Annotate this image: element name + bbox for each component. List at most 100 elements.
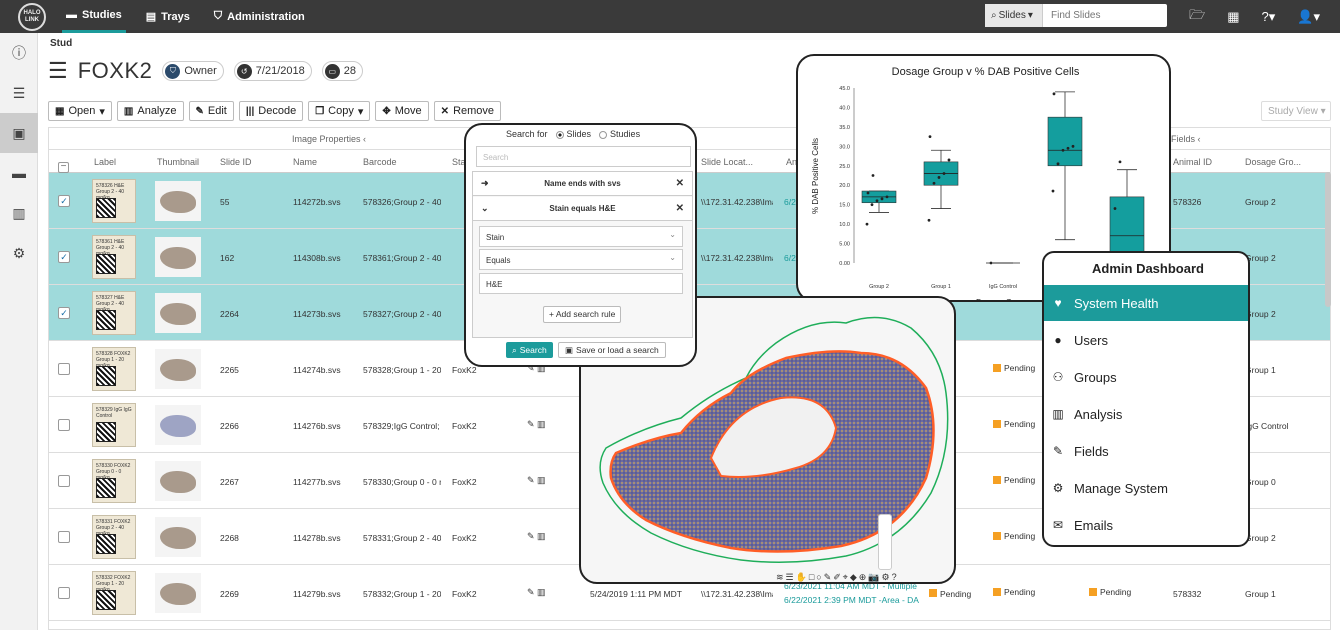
folder-icon[interactable]: ▬ <box>12 165 26 181</box>
search-rule-2[interactable]: ⌄ Stain equals H&E ✕ <box>473 197 692 221</box>
comments-badge[interactable]: ▭ 28 <box>321 61 363 81</box>
admin-item-emails[interactable]: ✉ Emails <box>1044 507 1248 543</box>
slide-thumbnail[interactable] <box>155 181 201 221</box>
barcode-icon: ||| <box>245 105 255 117</box>
list-icon[interactable]: ☰ <box>12 84 26 101</box>
copy-button[interactable]: ❐ Copy ▾ <box>308 101 371 121</box>
header-slide-id[interactable]: Slide ID <box>220 157 252 167</box>
radio-studies[interactable]: Studies <box>599 129 640 139</box>
header-label[interactable]: Label <box>94 157 117 167</box>
help-icon[interactable]: ?▾ <box>1261 8 1276 24</box>
cogs-icon[interactable]: ⚙ <box>12 244 26 261</box>
admin-item-groups[interactable]: ⚇ Groups <box>1044 359 1248 395</box>
slide-label-image[interactable]: 578361 H&E Group 2 - 40 mg/kg <box>92 235 136 279</box>
study-view-dropdown[interactable]: Study View ▾ <box>1261 101 1331 121</box>
search-rule-1[interactable]: ➜ Name ends with svs ✕ <box>473 172 692 196</box>
close-icon[interactable]: ✕ <box>675 178 684 189</box>
list-icon[interactable]: ▦ <box>1227 8 1240 24</box>
slide-thumbnail[interactable] <box>155 349 201 389</box>
slide-thumbnail[interactable] <box>155 237 201 277</box>
viewer-toolbar[interactable]: ≋☰✋□○✎✐⌖◆⊕📷⚙? <box>776 572 899 582</box>
rule-operator-select[interactable]: Equals ⌄ <box>479 249 683 270</box>
admin-item-analysis[interactable]: ▥ Analysis <box>1044 396 1248 432</box>
header-analysis[interactable]: An <box>786 157 798 167</box>
slide-thumbnail[interactable] <box>155 573 201 613</box>
row-action-icons[interactable]: ✎ ▥ <box>527 363 546 373</box>
slide-thumbnail[interactable] <box>155 405 201 445</box>
nav-tab-trays[interactable]: ▤ Trays <box>142 0 194 33</box>
hamburger-menu-icon[interactable]: ☰ <box>48 58 68 83</box>
search-button[interactable]: ⌕ Search <box>506 342 553 358</box>
slide-label-image[interactable]: 578328 FOXK2 Group 1 - 20 mg/kg <box>92 347 136 391</box>
move-button[interactable]: ✥ Move <box>375 101 429 121</box>
search-input[interactable] <box>1043 5 1163 26</box>
table-row[interactable]: 578332 FOXK2 Group 1 - 20 mg/kg 2269 11427… <box>49 565 1330 621</box>
chevron-right-icon[interactable]: ➜ <box>481 178 489 188</box>
cell-analysis[interactable]: 6/2 <box>784 253 796 263</box>
chevron-down-icon[interactable]: ⌄ <box>481 203 489 213</box>
header-dosage-group[interactable]: Dosage Gro... <box>1245 157 1302 167</box>
header-barcode[interactable]: Barcode <box>363 157 397 167</box>
zoom-slider[interactable] <box>878 514 892 570</box>
save-search-button[interactable]: ▣ Save or load a search <box>558 342 666 358</box>
cell-analysis-2[interactable]: 6/22/2021 2:39 PM MDT -Area - DA <box>784 595 919 605</box>
table-row[interactable]: 578331 FOXK2 Group 2 - 40 mg/kg 2268 11427… <box>49 509 1330 565</box>
slide-label-image[interactable]: 578327 H&E Group 2 - 40 mg/kg <box>92 291 136 335</box>
row-checkbox[interactable]: ✓ <box>58 251 70 263</box>
folder-open-icon[interactable]: 🗁 <box>1189 6 1206 22</box>
row-action-icons[interactable]: ✎ ▥ <box>527 587 546 597</box>
header-name[interactable]: Name <box>293 157 318 167</box>
edit-button[interactable]: ✎ Edit <box>188 101 234 121</box>
header-slide-location[interactable]: Slide Locat... <box>701 157 754 167</box>
rule-value-input[interactable]: H&E <box>479 273 683 294</box>
info-icon[interactable]: ⓘ <box>12 45 26 61</box>
row-checkbox[interactable] <box>58 419 70 431</box>
close-icon[interactable]: ✕ <box>675 203 684 214</box>
row-checkbox[interactable]: ✓ <box>58 195 70 207</box>
group-fields[interactable]: Fields ‹ <box>1171 134 1201 144</box>
search-scope-dropdown[interactable]: ⌕ Slides ▾ <box>985 4 1043 27</box>
slide-label-image[interactable]: 578331 FOXK2 Group 2 - 40 mg/kg <box>92 515 136 559</box>
slide-label-image[interactable]: 578329 IgG IgG Control <box>92 403 136 447</box>
group-image-properties[interactable]: Image Properties ‹ <box>292 134 367 144</box>
admin-item-manage-system[interactable]: ⚙ Manage System <box>1044 470 1248 506</box>
header-thumbnail[interactable]: Thumbnail <box>157 157 200 167</box>
header-animal-id[interactable]: Animal ID <box>1173 157 1213 167</box>
radio-slides[interactable]: Slides <box>555 129 591 139</box>
row-checkbox[interactable]: ✓ <box>58 307 70 319</box>
row-checkbox[interactable] <box>58 531 70 543</box>
row-checkbox[interactable] <box>58 587 70 599</box>
row-checkbox[interactable] <box>58 363 70 375</box>
remove-button[interactable]: ✕ Remove <box>433 101 502 121</box>
vertical-scrollbar[interactable] <box>1325 172 1331 307</box>
slide-label-image[interactable]: 578326 H&E Group 2 - 40 mg/kg <box>92 179 136 223</box>
row-action-icons[interactable]: ✎ ▥ <box>527 419 546 429</box>
cell-analysis[interactable]: 6/23/2021 11:04 AM MDT - Multiple <box>784 581 917 591</box>
header-stain[interactable]: Sta <box>452 157 466 167</box>
slide-label-image[interactable]: 578332 FOXK2 Group 1 - 20 mg/kg <box>92 571 136 615</box>
admin-item-users[interactable]: ● Users <box>1044 322 1248 358</box>
bar-chart-icon[interactable]: ▥ <box>12 204 26 221</box>
slide-label-image[interactable]: 578330 FOXK2 Group 0 - 0 mg/kg <box>92 459 136 503</box>
admin-item-fields[interactable]: ✎ Fields <box>1044 433 1248 469</box>
rule-field-select[interactable]: Stain ⌄ <box>479 226 683 247</box>
user-menu-icon[interactable]: 👤▾ <box>1297 8 1320 24</box>
row-checkbox[interactable] <box>58 475 70 487</box>
slide-thumbnail[interactable] <box>155 293 201 333</box>
row-action-icons[interactable]: ✎ ▥ <box>527 475 546 485</box>
search-text-input[interactable]: Search <box>476 146 691 167</box>
analyze-button[interactable]: ▥ Analyze <box>116 101 184 121</box>
breadcrumb[interactable]: Stud <box>50 38 73 49</box>
open-button[interactable]: ▦ Open ▾ <box>48 101 112 121</box>
nav-tab-administration[interactable]: ⛉ Administration <box>210 0 309 33</box>
admin-item-system-health[interactable]: ♥ System Health <box>1044 285 1248 321</box>
decode-button[interactable]: ||| Decode <box>238 101 304 121</box>
slide-thumbnail[interactable] <box>155 517 201 557</box>
cell-analysis[interactable]: 6/2 <box>784 197 796 207</box>
nav-tab-studies[interactable]: ▬ Studies <box>62 0 126 33</box>
halo-link-logo[interactable]: HALO LINK <box>18 2 46 31</box>
row-action-icons[interactable]: ✎ ▥ <box>527 531 546 541</box>
slide-thumbnail[interactable] <box>155 461 201 501</box>
images-icon[interactable]: ▣ <box>0 113 38 153</box>
add-search-rule-button[interactable]: + Add search rule <box>543 306 622 323</box>
